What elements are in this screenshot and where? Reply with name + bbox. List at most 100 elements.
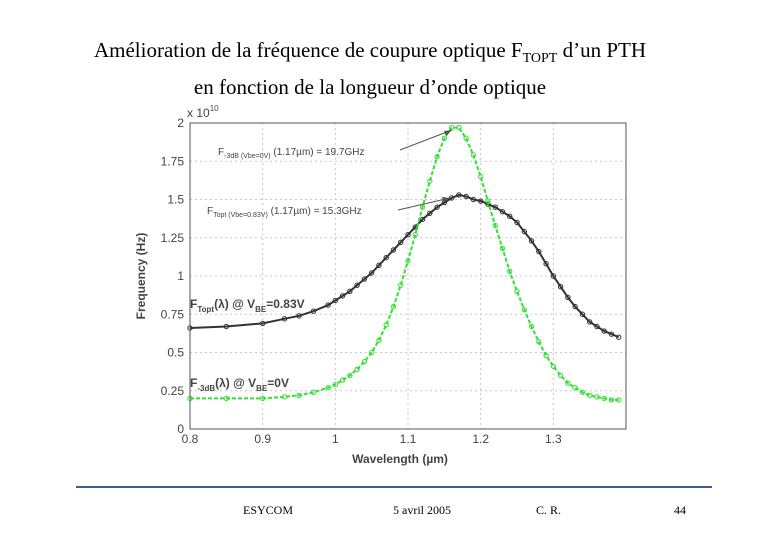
series-2-point [398, 282, 404, 288]
series-1-point [536, 248, 542, 255]
y-tick-label: 1.75 [161, 154, 185, 168]
series-2-point [514, 288, 520, 294]
series-2-point [572, 384, 578, 391]
series-line-1 [189, 193, 620, 339]
series-1-point [223, 323, 230, 330]
series-1-point [507, 213, 513, 220]
x-tick-label: 0.9 [254, 432, 271, 446]
y-tick-label: 1.5 [167, 193, 184, 207]
y-multiplier: x 1010 [187, 104, 219, 120]
series-1-point [514, 219, 520, 226]
series-2-point [310, 389, 317, 395]
series-2-point [339, 377, 346, 383]
footer-page-number: 44 [674, 503, 686, 517]
annotation-ftopt-arrowhead [442, 197, 450, 202]
series-1-point [550, 273, 557, 279]
series-2-point [456, 124, 462, 131]
x-axis-label: Wavelength (µm) [352, 452, 448, 466]
title-line-2: en fonction de la longueur d’onde optiqu… [193, 75, 547, 99]
x-tick-label: 1.1 [400, 432, 417, 446]
series-1-point [398, 239, 404, 246]
series-2-point [441, 135, 448, 142]
series-2-point [608, 397, 615, 403]
annotation-ftopt-text: FTopt (Vbe=0.83V) (1.17µm) = 15.3GHz [207, 206, 362, 219]
annotation-ftopt-arrow [397, 197, 451, 211]
series-2-point [390, 303, 397, 310]
footer-date: 5 avril 2005 [393, 503, 451, 517]
series-1-point [427, 210, 433, 216]
series-1-point [376, 262, 382, 268]
series-2-point [296, 392, 302, 399]
title-line-1: Amélioration de la fréquence de coupure … [93, 38, 646, 66]
x-tick-label: 1.3 [545, 432, 562, 446]
legend-f3db: F-3dB(λ) @ VBE=0V [190, 376, 289, 393]
series-2-point [521, 306, 527, 313]
series-1-point [390, 247, 397, 253]
plot-frame [189, 122, 627, 430]
series-1-point [296, 313, 302, 319]
series-1-point [383, 254, 389, 261]
slide-title: Amélioration de la fréquence de coupure … [0, 36, 740, 101]
series-2-point [616, 397, 622, 403]
series-line-2 [190, 126, 619, 401]
x-tick-label: 0.8 [182, 432, 199, 446]
y-tick-label: 2 [177, 116, 184, 130]
series-2-point [463, 135, 469, 142]
series-2-point [223, 395, 230, 402]
series-2-point [419, 204, 426, 210]
x-tick-label: 1 [332, 432, 339, 446]
series-2-point [594, 394, 600, 400]
series-2-point [579, 389, 586, 395]
series-1-point [463, 193, 469, 200]
series-1-point [601, 328, 607, 334]
series-2-point [492, 222, 498, 229]
series-2-point [550, 363, 557, 369]
annotation-f3db-text: F-3dB (Vbe=0V) (1.17µm) = 19.7GHz [218, 147, 364, 160]
series-1-point [259, 320, 266, 327]
series-1-point [499, 209, 506, 215]
y-tick-label: 1 [177, 269, 184, 283]
series-2-point [507, 268, 513, 275]
series-1-point [521, 228, 527, 235]
series-1-point [456, 192, 462, 198]
y-tick-label: 0.25 [161, 384, 185, 398]
series-2-point [557, 372, 564, 379]
series-2-point [259, 395, 266, 402]
annotation-ftopt: FTopt (Vbe=0.83V) (1.17µm) = 15.3GHz [207, 197, 451, 219]
series-2-point [354, 366, 360, 373]
series-2-point [565, 380, 571, 386]
series-1-point [608, 331, 615, 337]
x-tick-labels: 0.8 0.9 1 1.1 1.2 1.3 [182, 432, 562, 446]
series-2-point [376, 337, 382, 343]
annotation-f3db-arrowhead [444, 130, 452, 136]
series-2-point [601, 395, 607, 402]
series-2-point [470, 152, 477, 158]
series-2-point [368, 349, 375, 356]
series-2-point [528, 323, 535, 330]
series-1-point [492, 204, 498, 210]
series-1-point [477, 198, 484, 204]
series-1-point [405, 231, 411, 238]
series-2-point [383, 322, 389, 328]
series-2-point [405, 258, 411, 264]
series-1-point [528, 238, 535, 244]
series-1-point [339, 293, 346, 299]
frequency-wavelength-chart: 0.8 0.9 1 1.1 1.2 1.3 0 0.25 0.5 0.75 1 1.25 1.5 1.7… [134, 104, 627, 466]
series-2-point [499, 245, 506, 252]
y-axis-label: Frequency (Hz) [134, 233, 148, 320]
series-1-point [557, 284, 564, 290]
series-1-point [470, 196, 477, 203]
series-1-point [586, 319, 593, 325]
series-1-point [579, 311, 586, 317]
footer-divider [76, 486, 712, 488]
curves [187, 124, 622, 403]
annotation-f3db: F-3dB (Vbe=0V) (1.17µm) = 19.7GHz [218, 129, 453, 160]
series-1-point [361, 276, 368, 282]
series-2-point [281, 394, 288, 400]
series-1-point [543, 261, 549, 267]
series-2-point [412, 231, 418, 238]
series-1-point [325, 302, 331, 308]
series-1-point [368, 270, 375, 276]
annotation-f3db-arrow [399, 129, 453, 151]
series-2-point [434, 153, 440, 160]
